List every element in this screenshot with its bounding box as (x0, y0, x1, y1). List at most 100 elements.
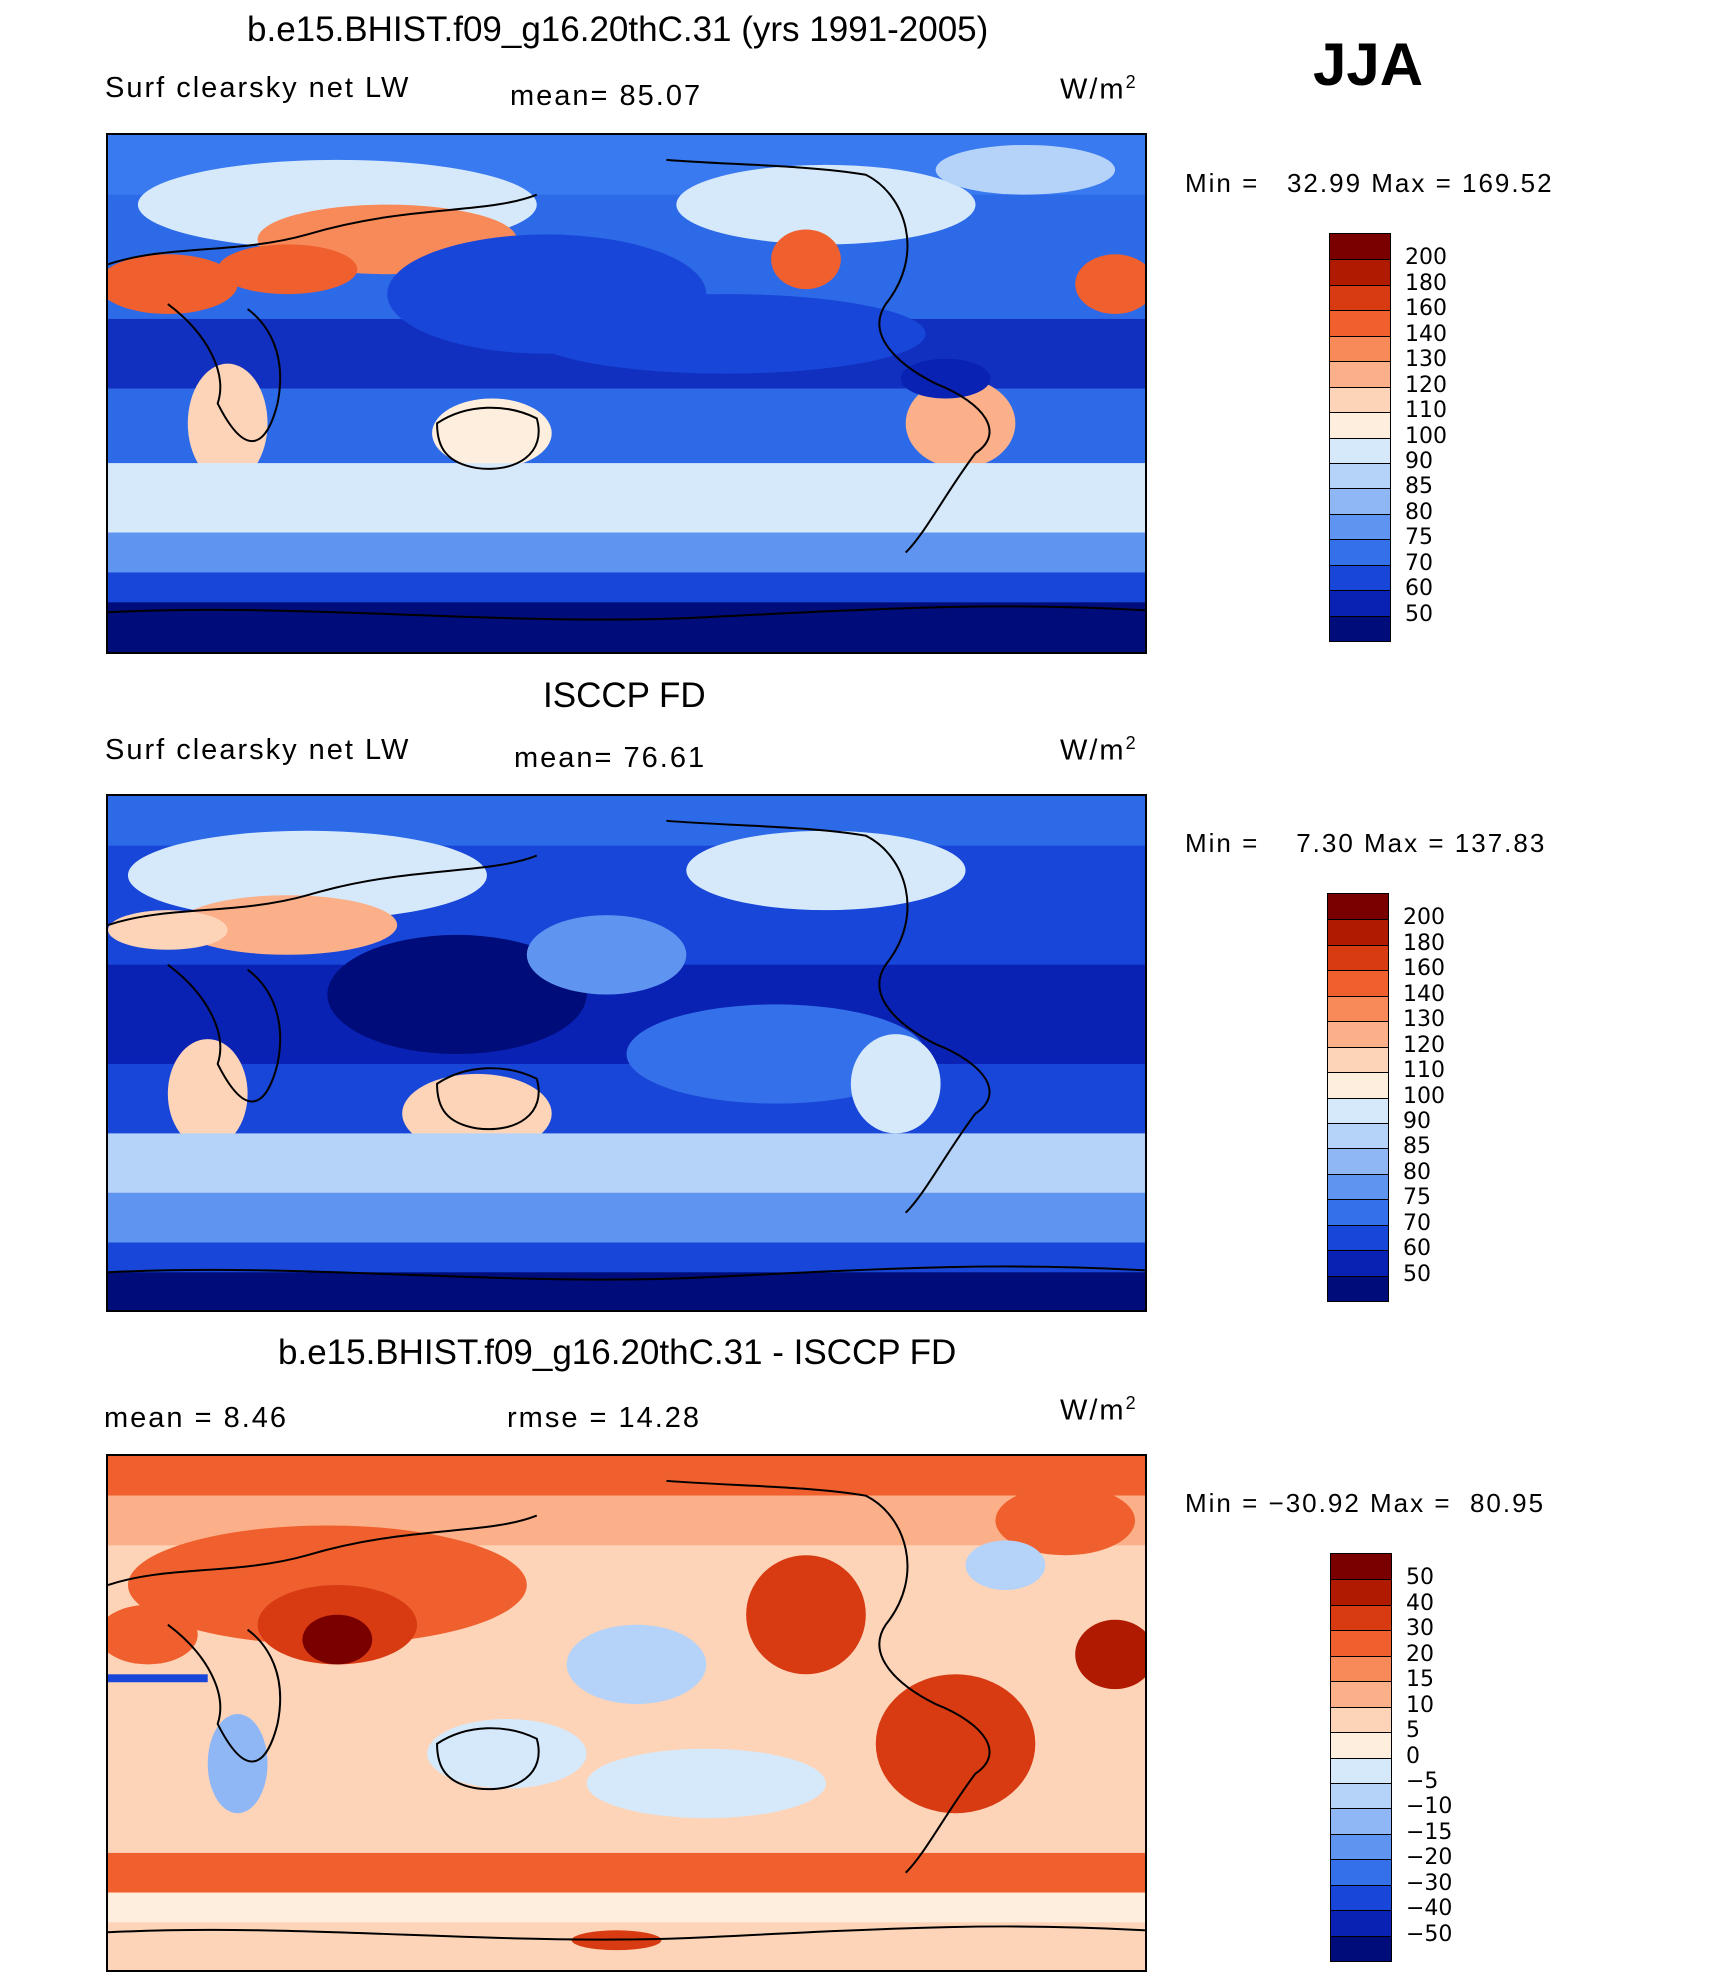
colorbar-level-label: 110 (1403, 1058, 1445, 1084)
colorbar-swatch (1328, 1021, 1388, 1047)
colorbar-swatch (1330, 437, 1390, 463)
units-superscript: 2 (1125, 1393, 1138, 1413)
colorbar-level-label: 120 (1403, 1032, 1445, 1058)
panel2-colorbar (1327, 893, 1389, 1302)
colorbar-swatch (1330, 513, 1390, 540)
panel2-mean: mean= 76.61 (514, 742, 707, 774)
panel2-variable-label: Surf clearsky net LW (105, 734, 411, 766)
colorbar-level-label: 50 (1406, 1565, 1434, 1591)
colorbar-level-label: 15 (1406, 1667, 1434, 1693)
panel2-units: W/m2 (1060, 733, 1138, 768)
colorbar-swatch (1331, 1935, 1391, 1961)
colorbar-level-label: 90 (1403, 1108, 1431, 1134)
colorbar-swatch (1330, 386, 1390, 413)
panel2-map-field (108, 796, 1145, 1310)
units-superscript: 2 (1125, 72, 1138, 92)
panel1-variable-label: Surf clearsky net LW (105, 72, 411, 104)
colorbar-level-label: 20 (1406, 1641, 1434, 1667)
panel2-title: ISCCP FD (543, 676, 706, 715)
colorbar-swatch (1330, 335, 1390, 362)
colorbar-level-label: 120 (1405, 372, 1447, 398)
units-text: W/m (1060, 73, 1126, 106)
colorbar-swatch (1330, 539, 1390, 565)
colorbar-swatch (1331, 1884, 1391, 1911)
colorbar-swatch (1328, 1275, 1388, 1301)
colorbar-level-label: −10 (1406, 1794, 1453, 1820)
colorbar-swatch (1328, 1148, 1388, 1174)
colorbar-level-label: 60 (1405, 576, 1433, 602)
colorbar-level-label: 30 (1406, 1616, 1434, 1642)
colorbar-swatch (1331, 1833, 1391, 1860)
colorbar-swatch (1331, 1808, 1391, 1834)
colorbar-level-label: 160 (1405, 296, 1447, 322)
panel1-colorbar (1329, 233, 1391, 642)
colorbar-swatch (1328, 995, 1388, 1022)
panel2-map (106, 794, 1147, 1312)
colorbar-level-label: 75 (1405, 525, 1433, 551)
colorbar-swatch (1331, 1732, 1391, 1758)
colorbar-swatch (1331, 1757, 1391, 1783)
colorbar-level-label: 50 (1403, 1261, 1431, 1287)
colorbar-level-label: 85 (1405, 474, 1433, 500)
colorbar-swatch (1330, 615, 1390, 641)
colorbar-swatch (1330, 259, 1390, 285)
colorbar-level-label: 0 (1406, 1743, 1420, 1769)
colorbar-level-label: 85 (1403, 1134, 1431, 1160)
colorbar-swatch (1328, 894, 1388, 920)
colorbar-swatch (1328, 944, 1388, 971)
colorbar-level-label: 200 (1405, 245, 1447, 271)
colorbar-level-label: 130 (1403, 1007, 1445, 1033)
colorbar-swatch (1330, 462, 1390, 489)
panel3-colorbar (1330, 1553, 1392, 1962)
colorbar-level-label: 180 (1405, 270, 1447, 296)
colorbar-level-label: 130 (1405, 347, 1447, 373)
colorbar-level-label: 160 (1403, 956, 1445, 982)
colorbar-level-label: −15 (1406, 1819, 1453, 1845)
colorbar-level-label: 140 (1405, 321, 1447, 347)
colorbar-swatch (1328, 1046, 1388, 1073)
colorbar-swatch (1330, 361, 1390, 387)
colorbar-swatch (1330, 284, 1390, 311)
colorbar-swatch (1331, 1630, 1391, 1656)
colorbar-level-label: 70 (1405, 550, 1433, 576)
colorbar-level-label: −20 (1406, 1845, 1453, 1871)
colorbar-swatch (1331, 1706, 1391, 1733)
colorbar-swatch (1330, 564, 1390, 591)
colorbar-level-label: −40 (1406, 1896, 1453, 1922)
colorbar-swatch (1328, 1173, 1388, 1200)
colorbar-swatch (1331, 1604, 1391, 1631)
colorbar-swatch (1328, 970, 1388, 996)
colorbar-swatch (1331, 1554, 1391, 1580)
panel3-units: W/m2 (1060, 1393, 1138, 1428)
colorbar-level-label: 5 (1406, 1718, 1420, 1744)
colorbar-swatch (1328, 1122, 1388, 1149)
colorbar-level-label: 100 (1403, 1083, 1445, 1109)
panel1-title: b.e15.BHIST.f09_g16.20thC.31 (yrs 1991-2… (247, 10, 989, 49)
colorbar-swatch (1330, 590, 1390, 616)
panel1-map-field (108, 135, 1145, 652)
colorbar-swatch (1331, 1782, 1391, 1809)
panel2-minmax: Min = 7.30 Max = 137.83 (1185, 828, 1547, 858)
units-text: W/m (1060, 1394, 1126, 1427)
panel3-rmse: rmse = 14.28 (507, 1402, 702, 1434)
colorbar-swatch (1330, 412, 1390, 438)
colorbar-swatch (1328, 1072, 1388, 1098)
colorbar-level-label: 90 (1405, 448, 1433, 474)
colorbar-level-label: 200 (1403, 905, 1445, 931)
colorbar-swatch (1328, 1250, 1388, 1276)
colorbar-level-label: 180 (1403, 930, 1445, 956)
colorbar-swatch (1328, 1199, 1388, 1225)
colorbar-swatch (1331, 1579, 1391, 1605)
colorbar-level-label: 10 (1406, 1692, 1434, 1718)
colorbar-level-label: 75 (1403, 1185, 1431, 1211)
colorbar-swatch (1328, 919, 1388, 945)
colorbar-level-label: 80 (1403, 1159, 1431, 1185)
season-label: JJA (1313, 31, 1424, 98)
panel1-units: W/m2 (1060, 72, 1138, 107)
panel3-map-field (108, 1456, 1145, 1970)
colorbar-level-label: 140 (1403, 981, 1445, 1007)
panel3-map (106, 1454, 1147, 1972)
panel1-mean: mean= 85.07 (510, 80, 703, 112)
colorbar-level-label: −5 (1406, 1768, 1439, 1794)
colorbar-level-label: 40 (1406, 1590, 1434, 1616)
